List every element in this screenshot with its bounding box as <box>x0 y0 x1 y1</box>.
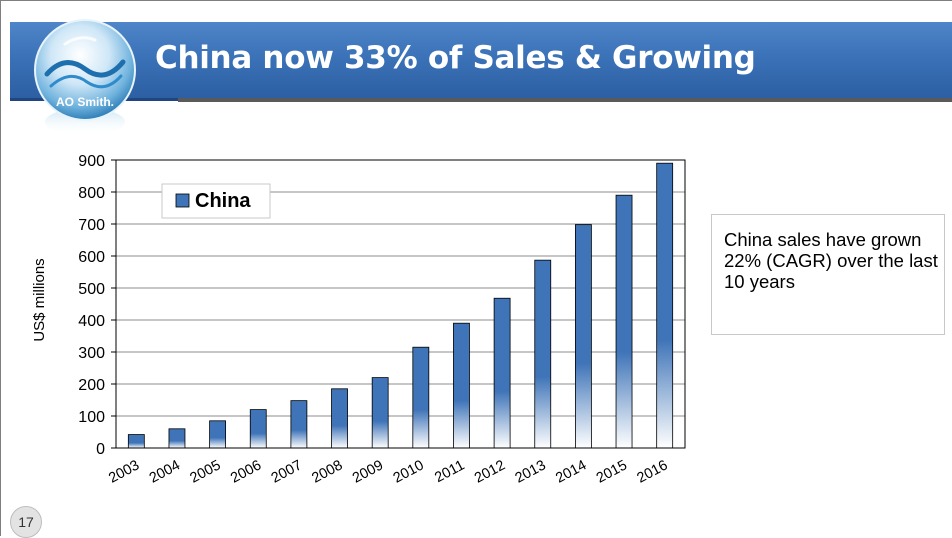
x-tick-label: 2004 <box>147 457 183 486</box>
y-tick-label: 200 <box>78 377 105 394</box>
legend-label: China <box>195 190 251 212</box>
page-number: 17 <box>10 506 42 538</box>
bars <box>127 162 674 449</box>
bar-2004 <box>168 428 186 449</box>
x-tick-label: 2005 <box>187 457 223 486</box>
x-tick-label: 2006 <box>228 457 264 486</box>
x-tick-label: 2012 <box>472 457 508 486</box>
slide-border-left <box>0 0 1 536</box>
x-tick-label: 2016 <box>635 457 671 486</box>
callout-text: China sales have grown 22% (CAGR) over t… <box>724 229 938 292</box>
y-tick-label: 700 <box>78 217 105 234</box>
x-tick-label: 2007 <box>269 457 305 486</box>
bar-2011 <box>453 322 470 449</box>
x-tick-label: 2010 <box>391 457 427 486</box>
y-tick-label: 800 <box>78 185 105 202</box>
x-tick-label: 2011 <box>432 457 467 486</box>
bar-2015 <box>615 194 633 449</box>
ao-smith-logo: AO Smith. <box>34 19 136 134</box>
slide-border-top <box>0 0 952 1</box>
bar-2016 <box>656 162 674 449</box>
x-tick-label: 2003 <box>106 457 142 486</box>
x-tick-label: 2009 <box>350 457 386 486</box>
legend-swatch <box>175 193 190 208</box>
logo-text: AO Smith. <box>56 95 114 109</box>
y-axis-label: US$ millions <box>31 258 48 341</box>
y-tick-label: 100 <box>78 409 105 426</box>
x-tick-label: 2008 <box>309 457 345 486</box>
y-tick-label: 500 <box>78 281 105 298</box>
x-tick-label: 2014 <box>553 457 589 486</box>
axes <box>111 159 686 449</box>
legend: China <box>161 183 271 219</box>
bar-2008 <box>331 388 348 449</box>
banner-shadow <box>178 98 952 102</box>
bar-2003 <box>127 434 145 449</box>
x-tick-label: 2013 <box>513 457 549 486</box>
bar-2014 <box>574 224 592 449</box>
bar-2012 <box>493 297 511 449</box>
bar-2005 <box>209 420 227 449</box>
bar-2006 <box>249 409 267 449</box>
bar-2010 <box>412 346 430 449</box>
bar-2007 <box>290 400 308 449</box>
y-tick-label: 0 <box>96 441 105 458</box>
bar-2009 <box>371 377 389 449</box>
callout-box: China sales have grown 22% (CAGR) over t… <box>711 214 945 335</box>
y-tick-label: 400 <box>78 313 105 330</box>
y-tick-label: 900 <box>78 153 105 170</box>
y-tick-label: 600 <box>78 249 105 266</box>
plot-frame <box>115 159 686 449</box>
slide-title: China now 33% of Sales & Growing <box>155 40 756 76</box>
x-tick-label: 2015 <box>594 457 630 486</box>
y-tick-labels: 0 100 200 300 400 500 600 700 800 900 <box>78 153 105 458</box>
y-tick-label: 300 <box>78 345 105 362</box>
x-tick-labels: 2003 2004 2005 2006 2007 2008 2009 2010 2011 2012… <box>106 457 670 486</box>
bar-2013 <box>534 259 552 449</box>
